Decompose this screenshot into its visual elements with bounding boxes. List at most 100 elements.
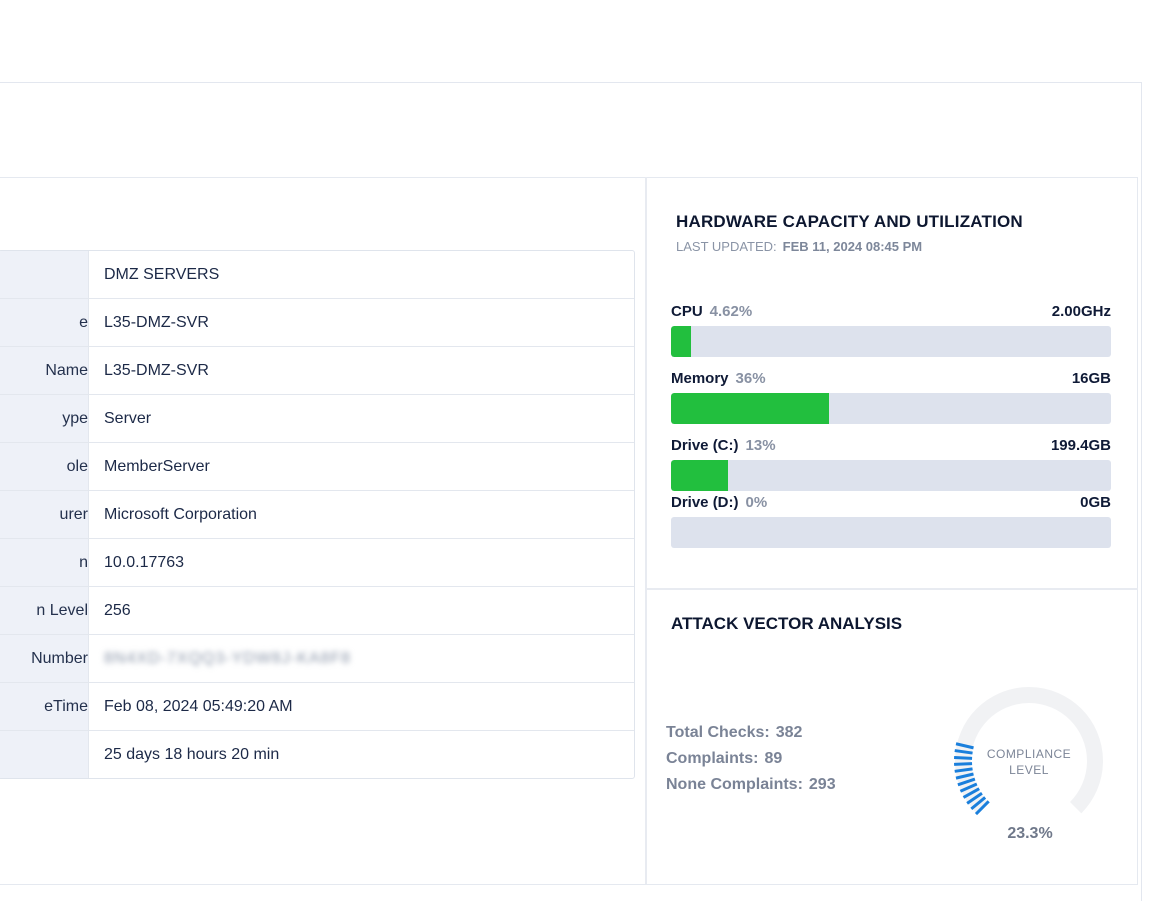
metric-capacity: 16GB [1071,369,1111,387]
metric-name: Drive (C:) [671,436,739,454]
row-key: Name [0,347,89,394]
row-key: ype [0,395,89,442]
metric-cpu: CPU 4.62% 2.00GHz [671,301,1111,357]
metric-name: Drive (D:) [671,493,739,511]
compliance-gauge [954,687,1103,816]
row-value: Feb 08, 2024 05:49:20 AM [104,697,293,715]
row-key: urer [0,491,89,538]
table-row: ype Server [0,395,634,443]
last-updated-value: FEB 11, 2024 08:45 PM [782,239,923,254]
metric-memory: Memory 36% 16GB [671,368,1111,424]
gauge-fill-tick [955,772,974,780]
last-updated-label: LAST UPDATED: [676,239,777,254]
row-value: DMZ SERVERS [104,265,220,283]
gauge-fill-tick [966,791,983,805]
gauge-fill-tick [955,742,974,750]
row-key-label: ole [66,457,88,475]
hardware-title: HARDWARE CAPACITY AND UTILIZATION [676,212,1023,231]
row-value: Microsoft Corporation [104,505,257,523]
none-complaints: None Complaints: 293 [666,772,836,798]
usage-bar [671,393,1111,424]
row-value: L35-DMZ-SVR [104,361,209,379]
attack-vector-title: ATTACK VECTOR ANALYSIS [671,614,903,633]
table-row: DMZ SERVERS [0,251,634,299]
gauge-fill-tick [954,755,973,760]
row-key-label: Name [45,361,88,379]
row-key-label: urer [59,505,88,523]
row-key-label: n [79,553,88,571]
usage-bar [671,460,1111,491]
gauge-track [955,687,1103,814]
row-value: L35-DMZ-SVR [104,313,209,331]
row-key: eTime [0,683,89,730]
row-key: n Level [0,587,89,634]
row-value: 256 [104,601,131,619]
none-complaints-value: 293 [808,776,836,793]
gauge-fill-tick [954,762,973,766]
row-key-label: n Level [36,601,88,619]
row-value: 10.0.17763 [104,553,185,571]
complaints: Complaints: 89 [666,746,836,772]
row-value: Server [104,409,152,427]
metric-percent: 0% [745,493,768,511]
metric-capacity: 2.00GHz [1051,302,1111,320]
redacted-value: 8N4XD-7XQQ3-YDW8J-KA8F8 [104,649,352,667]
gauge-fill-tick [954,767,973,773]
usage-bar [671,326,1111,357]
row-value: 25 days 18 hours 20 min [104,745,280,763]
horizontal-divider [646,588,1138,590]
attack-vector-stats: Total Checks: 382 Complaints: 89 None Comp… [666,720,836,798]
row-value: 8N4XD-7XQQ3-YDW8J-KA8F8 [89,635,634,682]
compliance-gauge-label: COMPLIANCE LEVEL [986,747,1072,777]
row-key: e [0,299,89,346]
table-row: 25 days 18 hours 20 min [0,731,634,778]
gauge-fill-tick [954,749,973,755]
total-checks-label: Total Checks: [666,724,770,741]
metric-name: CPU [671,302,703,320]
row-key-label: Number [31,649,88,667]
table-row: Name L35-DMZ-SVR [0,347,634,395]
row-key: Number [0,635,89,682]
table-row: eTime Feb 08, 2024 05:49:20 AM [0,683,634,731]
row-key-label: eTime [44,697,88,715]
table-row: urer Microsoft Corporation [0,491,634,539]
metric-drive-d: Drive (D:) 0% 0GB [671,492,1111,548]
table-row: n Level 256 [0,587,634,635]
gauge-fill-tick [962,787,980,799]
table-row: n 10.0.17763 [0,539,634,587]
usage-bar [671,517,1111,548]
row-key-label: ype [62,409,88,427]
gauge-fill-tick [957,777,976,787]
total-checks-value: 382 [775,724,803,741]
none-complaints-label: None Complaints: [666,776,803,793]
table-row: Number 8N4XD-7XQQ3-YDW8J-KA8F8 [0,635,634,683]
asset-info-table: DMZ SERVERS e L35-DMZ-SVR Name L35-DMZ-S… [0,250,635,779]
usage-bar-fill [671,460,729,491]
table-row: ole MemberServer [0,443,634,491]
metric-capacity: 199.4GB [1050,436,1111,454]
metric-capacity: 0GB [1080,493,1111,511]
row-key-label: e [79,313,88,331]
row-key: ole [0,443,89,490]
last-updated: LAST UPDATED: FEB 11, 2024 08:45 PM [676,239,922,254]
gauge-fill-tick [959,782,978,793]
row-value: MemberServer [104,457,210,475]
complaints-label: Complaints: [666,750,759,767]
table-row: e L35-DMZ-SVR [0,299,634,347]
gauge-fill-tick [974,800,990,816]
row-key [0,731,89,778]
vertical-divider [645,177,647,884]
complaints-value: 89 [764,750,783,767]
total-checks: Total Checks: 382 [666,720,836,746]
gauge-fill-tick [970,796,987,811]
metric-percent: 13% [745,436,776,454]
compliance-gauge-value: 23.3% [1007,825,1053,842]
metric-percent: 36% [735,369,766,387]
metric-name: Memory [671,369,729,387]
usage-bar-fill [671,326,692,357]
usage-bar-fill [671,393,830,424]
metric-drive-c: Drive (C:) 13% 199.4GB [671,435,1111,491]
row-key: n [0,539,89,586]
metric-percent: 4.62% [709,302,753,320]
row-key [0,251,89,298]
